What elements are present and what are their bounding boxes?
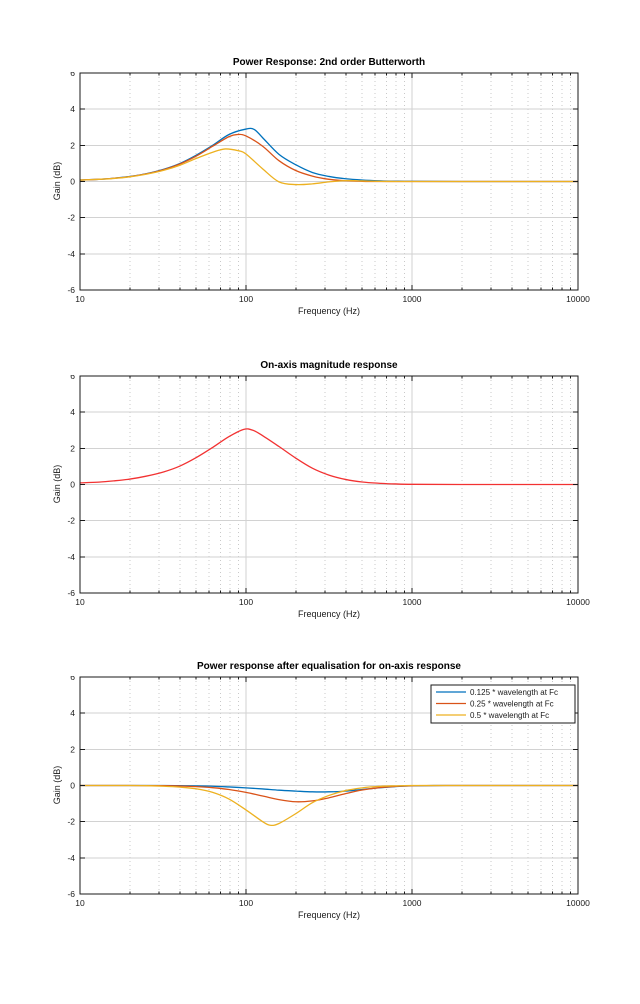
plot-area: 10 100 1000 10000 -6 -4 -2 0 2 4 6 xyxy=(67,375,590,607)
tick-marks xyxy=(79,72,579,291)
chart-title: On-axis magnitude response xyxy=(260,360,398,371)
tick-labels: 10 100 1000 10000 -6 -4 -2 0 2 4 6 xyxy=(67,375,590,607)
x-tick-label: 10000 xyxy=(566,294,590,304)
y-tick-label: 6 xyxy=(70,676,75,682)
series-lines xyxy=(80,127,578,186)
y-tick-label: 4 xyxy=(70,708,75,718)
y-tick-label: -2 xyxy=(67,516,75,526)
legend-entry-label: 0.125 * wavelength at Fc xyxy=(470,688,558,697)
legend-entry-label: 0.25 * wavelength at Fc xyxy=(470,700,554,709)
x-tick-label: 1000 xyxy=(403,898,422,908)
chart-on-axis-magnitude: On-axis magnitude response Gain (dB) 10 1… xyxy=(0,360,640,660)
y-tick-label: -6 xyxy=(67,889,75,899)
y-tick-label: 4 xyxy=(70,407,75,417)
series-lines xyxy=(80,428,578,486)
legend: 0.125 * wavelength at Fc 0.25 * wavelengt… xyxy=(430,684,576,724)
y-tick-label: 6 xyxy=(70,375,75,381)
y-tick-label: 2 xyxy=(70,140,75,150)
x-tick-label: 100 xyxy=(239,898,253,908)
series-line-0.25 * wavelength at Fc xyxy=(80,784,578,803)
x-tick-label: 1000 xyxy=(403,294,422,304)
y-tick-label: 4 xyxy=(70,104,75,114)
y-tick-label: 0 xyxy=(70,781,75,791)
y-tick-label: -6 xyxy=(67,285,75,295)
x-axis-label: Frequency (Hz) xyxy=(297,910,360,920)
x-tick-label: 100 xyxy=(239,294,253,304)
y-tick-label: 0 xyxy=(70,480,75,490)
x-axis-label: Frequency (Hz) xyxy=(297,306,360,316)
y-tick-label: -2 xyxy=(67,817,75,827)
series-line-0.125 * wavelength at Fc xyxy=(80,127,578,183)
chart-power-response-equalised: Power response after equalisation for on… xyxy=(0,661,640,961)
x-tick-label: 10000 xyxy=(566,898,590,908)
series-line-0.5 * wavelength at Fc xyxy=(80,784,578,827)
y-tick-label: -4 xyxy=(67,853,75,863)
tick-labels: 10 100 1000 10000 -6 -4 -2 0 2 4 6 xyxy=(67,676,590,908)
plot-area: 10 100 1000 10000 -6 -4 -2 0 2 4 6 0.125 * waveleng… xyxy=(67,676,590,908)
y-tick-label: -4 xyxy=(67,552,75,562)
chart-title: Power Response: 2nd order Butterworth xyxy=(232,57,426,68)
tick-marks xyxy=(79,375,579,594)
chart-power-response-butterworth: Power Response: 2nd order Butterworth Ga… xyxy=(0,57,640,357)
y-tick-label: 0 xyxy=(70,177,75,187)
plot-area: 10 100 1000 10000 -6 -4 -2 0 2 4 6 xyxy=(67,72,590,304)
chart-title: Power response after equalisation for on… xyxy=(197,661,461,672)
y-tick-label: -6 xyxy=(67,588,75,598)
tick-marks xyxy=(79,676,579,895)
legend-entry-label: 0.5 * wavelength at Fc xyxy=(470,711,549,720)
tick-labels: 10 100 1000 10000 -6 -4 -2 0 2 4 6 xyxy=(67,72,590,304)
y-tick-label: -4 xyxy=(67,249,75,259)
x-tick-label: 10 xyxy=(75,597,85,607)
series-line-0.25 * wavelength at Fc xyxy=(80,133,578,183)
y-tick-label: 6 xyxy=(70,72,75,78)
series-line-0.5 * wavelength at Fc xyxy=(80,148,578,186)
x-tick-label: 1000 xyxy=(403,597,422,607)
series-line-s0 xyxy=(80,428,578,486)
y-tick-label: -2 xyxy=(67,213,75,223)
x-axis-label: Frequency (Hz) xyxy=(297,609,360,619)
y-tick-label: 2 xyxy=(70,744,75,754)
x-tick-label: 100 xyxy=(239,597,253,607)
y-tick-label: 2 xyxy=(70,443,75,453)
x-tick-label: 10 xyxy=(75,294,85,304)
x-tick-label: 10 xyxy=(75,898,85,908)
series-lines xyxy=(80,784,578,827)
x-tick-label: 10000 xyxy=(566,597,590,607)
